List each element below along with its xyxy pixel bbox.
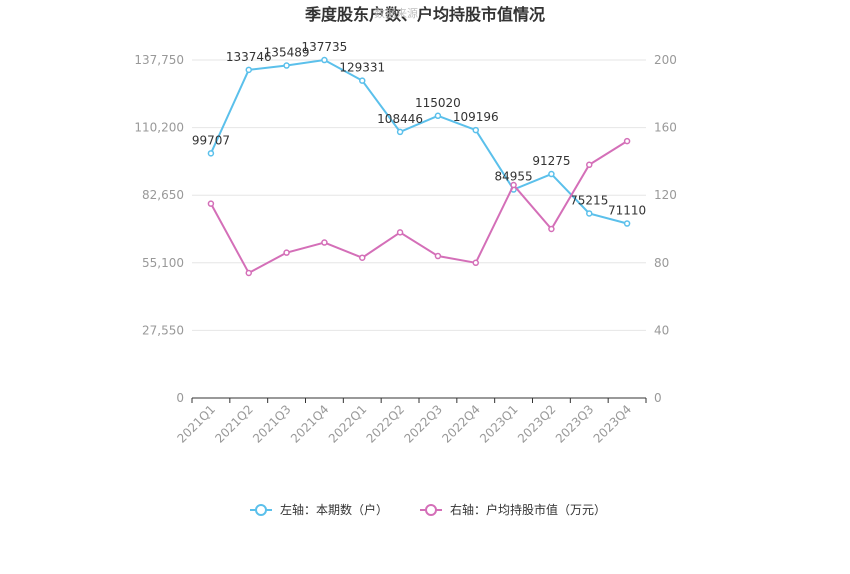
x-tick-label: 2021Q1 — [174, 402, 218, 446]
series-1-point[interactable] — [245, 66, 252, 74]
series-1-point[interactable] — [434, 112, 442, 120]
x-tick-label: 2022Q2 — [364, 402, 408, 446]
series-1-point[interactable] — [472, 126, 479, 134]
series-1-point[interactable] — [321, 56, 328, 64]
series-1-point[interactable] — [548, 170, 555, 178]
series-1-point[interactable] — [396, 128, 404, 136]
data-label: 135489 — [264, 46, 310, 60]
series-2-point[interactable] — [359, 254, 366, 261]
legend-label: 左轴：本期数（户） — [280, 502, 388, 517]
legend[interactable]: 左轴：本期数（户） 右轴：户均持股市值（万元） — [250, 502, 606, 517]
left-tick-label: 27,550 — [142, 323, 184, 337]
x-tick-label: 2021Q4 — [288, 402, 332, 446]
series-2-point[interactable] — [586, 161, 593, 169]
left-tick-label: 137,750 — [134, 53, 184, 67]
x-tick-label: 2022Q1 — [326, 402, 370, 446]
x-tick-label: 2023Q1 — [477, 402, 521, 446]
right-tick-label: 40 — [654, 323, 669, 337]
data-label: 91275 — [532, 154, 570, 168]
legend-marker — [255, 504, 267, 516]
data-label: 99707 — [192, 133, 230, 147]
left-tick-label: 0 — [176, 391, 184, 405]
legend-item-2[interactable]: 右轴：户均持股市值（万元） — [420, 502, 606, 517]
series-1-point[interactable] — [207, 150, 215, 157]
x-tick-label: 2021Q3 — [250, 402, 294, 446]
x-axis: 2021Q12021Q22021Q32021Q42022Q12022Q22022… — [174, 397, 647, 446]
right-tick-label: 0 — [654, 391, 662, 405]
series-1-point[interactable] — [359, 77, 366, 84]
left-tick-label: 82,650 — [142, 188, 184, 202]
series-1-point[interactable] — [586, 210, 593, 217]
data-label: 129331 — [339, 61, 385, 75]
data-label: 133746 — [226, 50, 272, 64]
x-tick-label: 2022Q3 — [401, 402, 445, 446]
series-1-point[interactable] — [283, 62, 290, 69]
left-tick-label: 110,200 — [134, 121, 184, 135]
series-2-point[interactable] — [245, 269, 252, 277]
legend-marker — [425, 504, 437, 516]
legend-label: 右轴：户均持股市值（万元） — [450, 502, 606, 517]
series-2-point[interactable] — [510, 181, 517, 189]
data-label: 71110 — [608, 204, 646, 218]
series-1-point[interactable] — [623, 220, 631, 227]
data-label: 75215 — [570, 193, 608, 207]
series-2-point[interactable] — [548, 225, 555, 233]
right-axis: 0 40 80 120 160 200 — [654, 53, 677, 405]
left-axis: 0 27,550 55,100 82,650 110,200 137,750 — [134, 53, 184, 405]
right-tick-label: 120 — [654, 188, 677, 202]
x-tick-label: 2022Q4 — [439, 402, 483, 446]
series-2-point[interactable] — [623, 137, 631, 145]
series-2-point[interactable] — [207, 200, 215, 207]
series-line-2 — [210, 140, 628, 275]
series-2-point[interactable] — [434, 252, 442, 260]
data-label: 137735 — [302, 40, 348, 54]
data-label: 109196 — [453, 110, 499, 124]
x-tick-label: 2023Q3 — [553, 402, 597, 446]
chart-title: 季度股东户数、户均持股市值情况 — [304, 5, 545, 24]
series-2-point[interactable] — [472, 259, 479, 267]
series-2-point[interactable] — [321, 239, 328, 246]
x-tick-label: 2021Q2 — [212, 402, 256, 446]
watermark: 数据来源 — [374, 6, 418, 20]
x-tick-label: 2023Q2 — [515, 402, 559, 446]
data-label: 108446 — [377, 112, 423, 126]
left-tick-label: 55,100 — [142, 256, 184, 270]
series-line-1 — [210, 58, 628, 225]
data-label: 84955 — [494, 170, 532, 184]
series-2-point[interactable] — [396, 229, 404, 236]
data-label: 115020 — [415, 96, 461, 110]
right-tick-label: 200 — [654, 53, 677, 67]
x-tick-label: 2023Q4 — [591, 402, 635, 446]
legend-item-1[interactable]: 左轴：本期数（户） — [250, 502, 388, 517]
right-tick-label: 160 — [654, 121, 677, 135]
right-tick-label: 80 — [654, 256, 669, 270]
series-2-point[interactable] — [283, 249, 290, 256]
